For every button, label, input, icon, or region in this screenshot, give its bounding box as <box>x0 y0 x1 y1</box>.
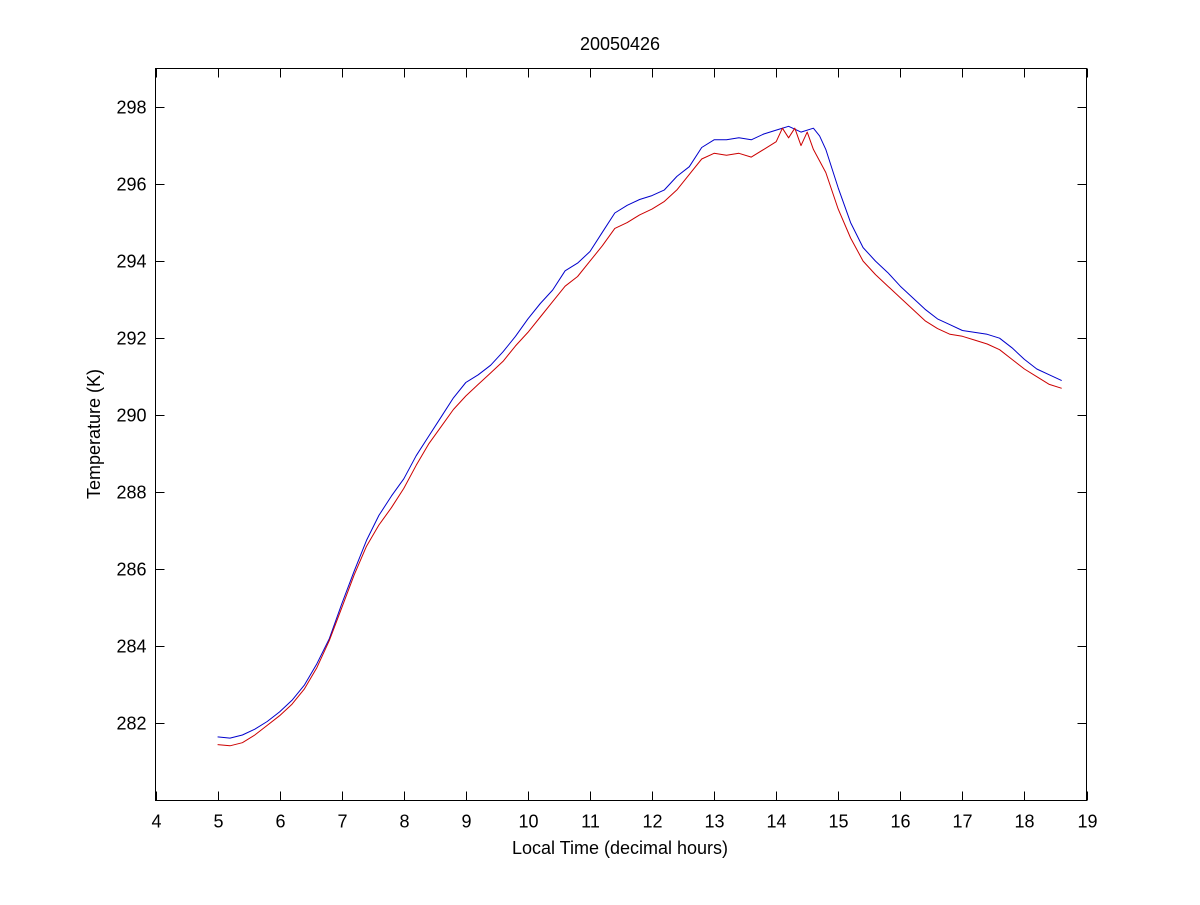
x-tick-label: 14 <box>766 812 786 832</box>
x-tick-label: 11 <box>581 812 600 832</box>
x-tick-label: 15 <box>828 812 848 832</box>
x-tick-label: 5 <box>213 812 223 832</box>
x-tick-label: 18 <box>1014 812 1034 832</box>
y-tick-label: 286 <box>116 560 146 580</box>
x-tick-label: 9 <box>461 812 471 832</box>
y-tick-label: 284 <box>116 637 146 657</box>
x-tick-label: 16 <box>890 812 910 832</box>
x-tick-label: 13 <box>704 812 724 832</box>
series-line-1 <box>217 125 1062 739</box>
x-tick-label: 17 <box>952 812 972 832</box>
y-tick-label: 282 <box>116 714 146 734</box>
plot-area <box>155 68 1087 801</box>
y-axis-label: Temperature (K) <box>84 369 104 499</box>
y-tick-label: 294 <box>116 252 146 272</box>
x-tick-label: 8 <box>399 812 409 832</box>
x-tick-label: 4 <box>151 812 161 832</box>
x-axis-label: Local Time (decimal hours) <box>512 838 728 858</box>
y-tick-label: 296 <box>116 175 146 195</box>
x-tick-label: 6 <box>275 812 285 832</box>
y-tick-label: 292 <box>116 329 146 349</box>
x-tick-label: 10 <box>518 812 538 832</box>
series-lines <box>217 125 1062 747</box>
chart-title: 20050426 <box>580 34 660 54</box>
y-tick-label: 290 <box>116 406 146 426</box>
series-line-2 <box>217 127 1062 747</box>
x-tick-label: 12 <box>642 812 662 832</box>
y-tick-label: 288 <box>116 483 146 503</box>
y-tick-label: 298 <box>116 98 146 118</box>
axis-ticks: 4 5 6 7 8 9 10 11 12 13 14 15 16 17 18 19 282 284 286 288 29… <box>116 68 1098 832</box>
x-tick-label: 7 <box>337 812 347 832</box>
x-tick-label: 19 <box>1077 812 1097 832</box>
